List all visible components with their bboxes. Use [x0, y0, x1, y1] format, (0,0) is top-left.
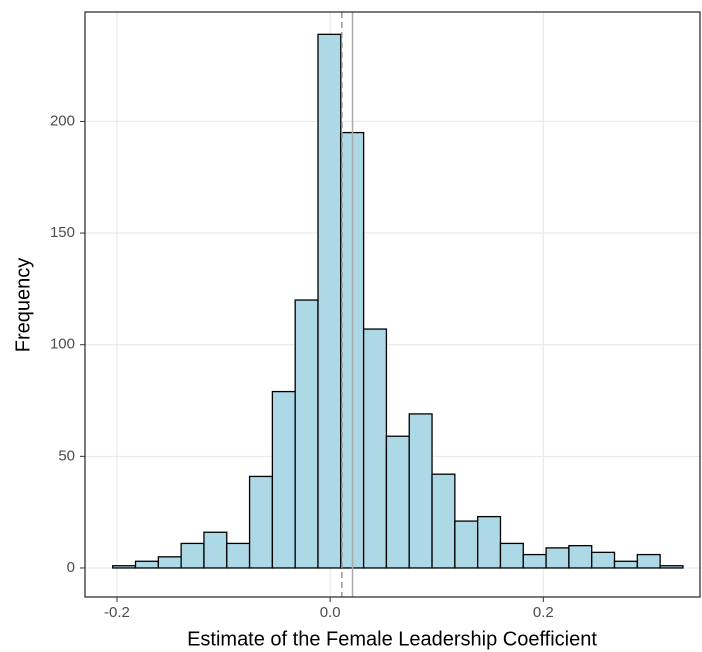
- y-tick-label: 0: [67, 559, 75, 576]
- bar: [568, 544, 593, 569]
- plot-border: [84, 11, 701, 598]
- bar: [203, 531, 228, 569]
- bar: [591, 551, 616, 569]
- bar: [248, 475, 274, 569]
- bar: [636, 553, 661, 569]
- bar: [522, 553, 547, 569]
- y-axis-title: Frequency: [12, 258, 34, 353]
- bar: [454, 520, 479, 569]
- bar: [112, 565, 137, 569]
- bar: [613, 560, 638, 569]
- bar: [477, 515, 502, 569]
- x-tick-label: 0.0: [320, 604, 341, 621]
- bar: [385, 435, 410, 569]
- bar: [180, 542, 205, 569]
- y-tick-label: 50: [58, 447, 75, 464]
- x-axis-title: Estimate of the Female Leadership Coeffi…: [187, 628, 597, 650]
- bar: [659, 565, 684, 569]
- bar: [431, 473, 456, 569]
- x-tick-label: 0.2: [533, 604, 554, 621]
- bar: [134, 560, 159, 569]
- bar: [408, 413, 433, 569]
- y-tick-label: 150: [50, 224, 75, 241]
- bar: [499, 542, 524, 569]
- bar: [317, 33, 342, 569]
- bar: [545, 547, 570, 569]
- y-tick-label: 100: [50, 336, 75, 353]
- x-tick-label: -0.2: [104, 604, 130, 621]
- y-tick-label: 200: [50, 112, 75, 129]
- bar: [271, 390, 296, 569]
- bar: [294, 299, 319, 569]
- bar: [362, 328, 388, 569]
- bar: [226, 542, 251, 569]
- bar: [157, 556, 182, 569]
